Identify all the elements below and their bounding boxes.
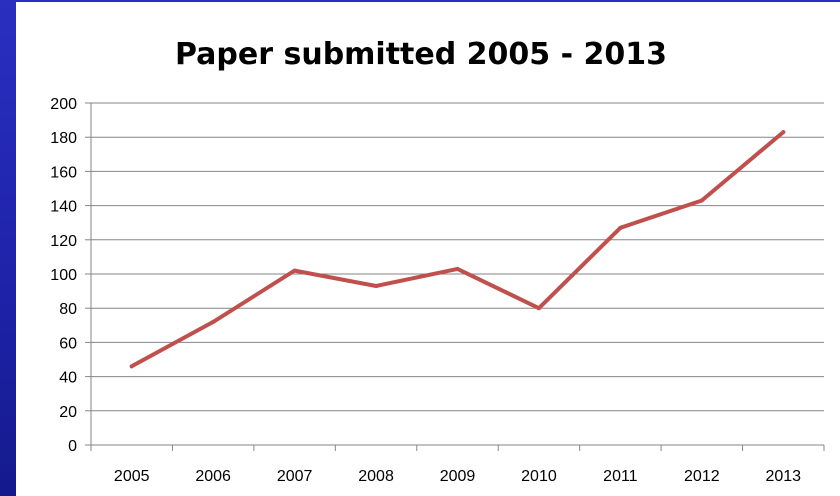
x-tick-label: 2007: [277, 468, 313, 485]
grid-lines: [91, 102, 824, 412]
data-point: [211, 319, 216, 324]
y-tick-label: 40: [59, 370, 77, 387]
x-tick-label: 2008: [358, 468, 394, 485]
y-tick-label: 140: [50, 199, 77, 216]
data-point: [292, 268, 297, 273]
axes: [85, 102, 825, 451]
x-tick-labels: 2005 2006 2007 2008 2009 2010 2011 2012 2013: [114, 468, 801, 485]
data-point: [536, 306, 541, 311]
x-tick-label: 2011: [603, 468, 638, 485]
data-point: [699, 198, 704, 203]
x-tick-label: 2013: [765, 468, 801, 485]
x-tick-label: 2005: [114, 468, 150, 485]
y-tick-label: 120: [50, 233, 77, 250]
y-tick-label: 200: [50, 96, 77, 113]
y-tick-label: 20: [59, 404, 77, 421]
x-tick-label: 2012: [684, 468, 720, 485]
y-tick-label: 60: [59, 335, 77, 352]
y-tick-label: 100: [50, 267, 77, 284]
data-point: [781, 130, 786, 135]
y-tick-label: 80: [59, 301, 77, 318]
y-tick-label: 180: [50, 130, 77, 147]
x-tick-label: 2009: [440, 468, 476, 485]
y-tick-labels: 0 20 40 60 80 100 120 140 160 180 200: [50, 96, 77, 455]
data-point: [618, 225, 623, 230]
chart-title: Paper submitted 2005 - 2013: [175, 37, 667, 72]
x-tick-label: 2006: [195, 468, 231, 485]
data-point: [129, 364, 134, 369]
data-point: [455, 266, 460, 271]
series-line: [129, 130, 786, 369]
y-tick-label: 160: [50, 164, 77, 181]
y-tick-label: 0: [68, 438, 77, 455]
data-point: [374, 283, 379, 288]
x-tick-label: 2010: [521, 468, 557, 485]
chart-panel: [16, 2, 840, 496]
series-group: [129, 130, 786, 369]
